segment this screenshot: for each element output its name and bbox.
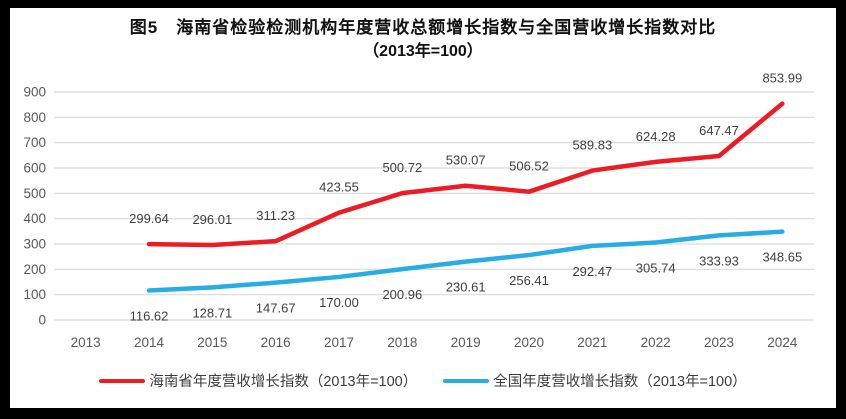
- data-label: 200.96: [382, 287, 422, 302]
- series-line-1: [146, 229, 785, 293]
- y-axis-tick-label: 0: [38, 313, 46, 328]
- x-axis-tick-label: 2021: [577, 335, 607, 350]
- x-axis-tick-label: 2019: [451, 335, 481, 350]
- data-label: 333.93: [699, 253, 739, 268]
- legend-item-hainan: 海南省年度营收增长指数（2013年=100）: [99, 370, 417, 391]
- series-line-0: [146, 101, 785, 248]
- y-axis-tick-label: 700: [23, 135, 46, 150]
- x-axis-tick-label: 2016: [261, 335, 291, 350]
- chart-legend: 海南省年度营收增长指数（2013年=100） 全国年度营收增长指数（2013年=…: [10, 370, 836, 391]
- chart-panel: 图5 海南省检验检测机构年度营收总额增长指数与全国营收增长指数对比 （2013年…: [10, 8, 836, 408]
- legend-swatch-hainan: [99, 378, 146, 383]
- legend-label-national: 全国年度营收增长指数（2013年=100）: [493, 374, 747, 390]
- y-axis-tick-label: 600: [23, 161, 46, 176]
- data-label: 589.83: [572, 138, 612, 153]
- line-chart: 0 100 200 300 400 500 600 700 800 900 2013 2014 2015…: [23, 71, 814, 350]
- y-axis-tick-label: 400: [23, 211, 46, 226]
- chart-title-line1: 图5 海南省检验检测机构年度营收总额增长指数与全国营收增长指数对比: [129, 18, 717, 37]
- x-axis-tick-label: 2015: [197, 335, 227, 350]
- legend-swatch-national: [443, 378, 490, 383]
- chart-title: 图5 海南省检验检测机构年度营收总额增长指数与全国营收增长指数对比 （2013年…: [10, 15, 836, 64]
- x-axis-tick-label: 2024: [767, 335, 798, 350]
- data-label: 230.61: [446, 280, 486, 295]
- data-label: 500.72: [382, 160, 422, 175]
- data-label: 116.62: [130, 308, 169, 323]
- data-label: 299.64: [129, 211, 169, 226]
- data-label: 305.74: [636, 261, 676, 276]
- data-label: 296.01: [192, 212, 232, 227]
- y-axis-tick-label: 200: [23, 262, 46, 277]
- data-label: 530.07: [446, 153, 486, 168]
- x-axis-tick-label: 2020: [514, 335, 544, 350]
- x-axis-tick-label: 2022: [641, 335, 671, 350]
- data-label: 256.41: [509, 273, 549, 288]
- data-label: 506.52: [509, 159, 549, 174]
- data-label: 292.47: [572, 264, 612, 279]
- x-axis-tick-label: 2023: [704, 335, 734, 350]
- x-axis-tick-label: 2018: [387, 335, 417, 350]
- data-label: 147.67: [256, 301, 296, 316]
- x-axis-tick-label: 2014: [134, 335, 165, 350]
- y-axis-tick-label: 500: [23, 186, 46, 201]
- y-axis-tick-label: 900: [23, 85, 46, 100]
- y-axis-tick-label: 300: [23, 237, 46, 252]
- data-label: 128.71: [192, 305, 232, 320]
- data-label: 170.00: [319, 295, 359, 310]
- chart-title-line2: （2013年=100）: [363, 43, 483, 60]
- data-label: 647.47: [699, 123, 739, 138]
- y-axis-tick-label: 800: [23, 110, 46, 125]
- legend-item-national: 全国年度营收增长指数（2013年=100）: [443, 370, 747, 391]
- data-label: 423.55: [319, 180, 359, 195]
- y-axis-tick-label: 100: [23, 287, 46, 302]
- legend-label-hainan: 海南省年度营收增长指数（2013年=100）: [149, 374, 418, 390]
- data-label: 624.28: [636, 129, 676, 144]
- data-label: 311.23: [256, 208, 295, 223]
- data-label: 853.99: [762, 71, 802, 86]
- x-axis-tick-label: 2017: [324, 335, 354, 350]
- data-label: 348.65: [762, 250, 802, 265]
- x-axis-tick-label: 2013: [71, 335, 101, 350]
